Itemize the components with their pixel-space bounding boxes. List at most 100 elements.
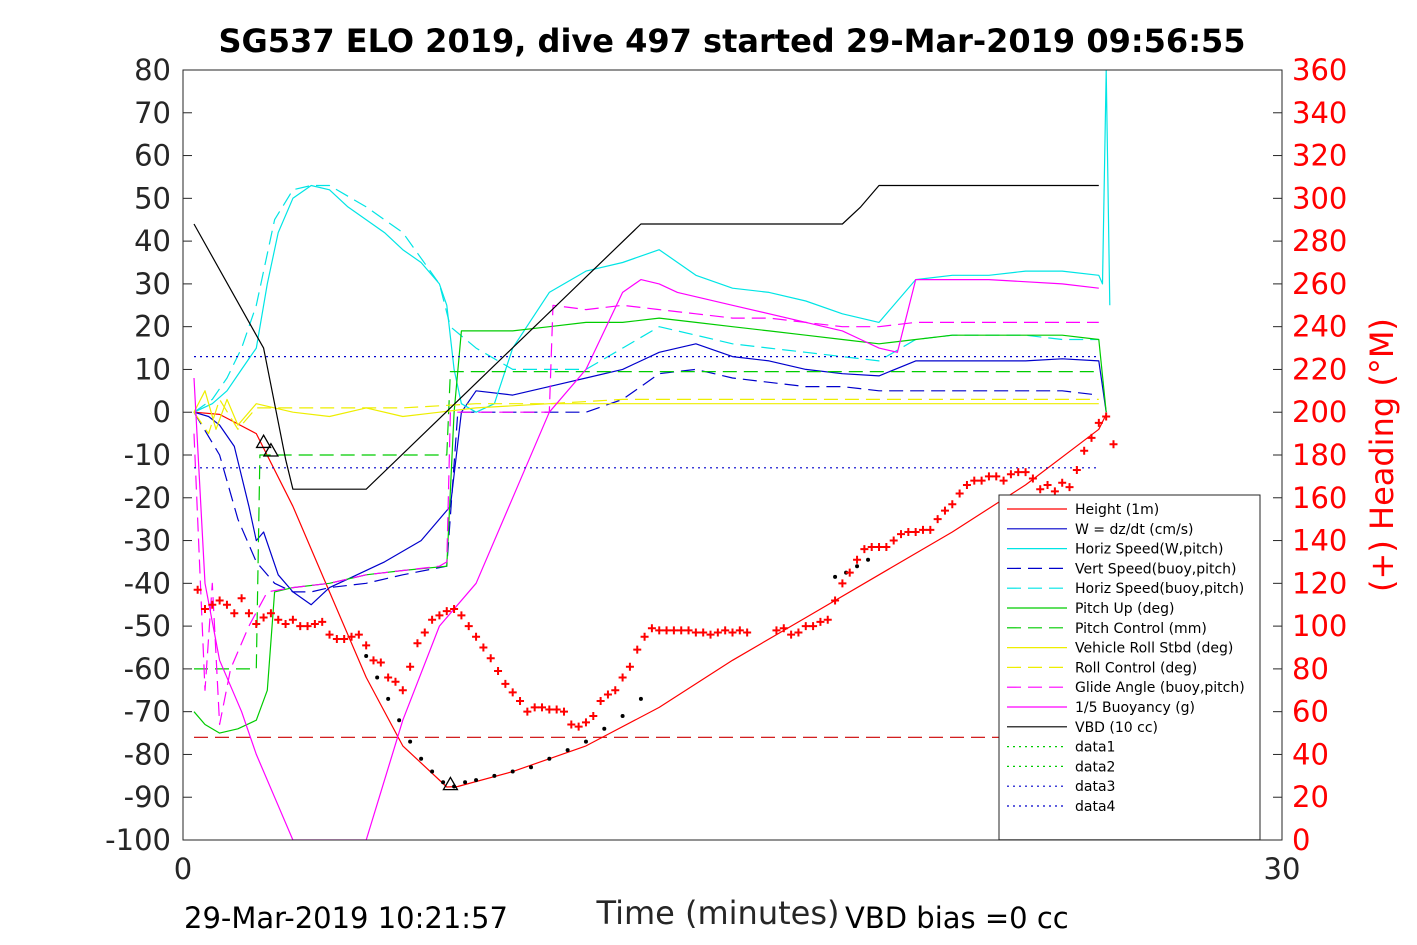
y2-tick-label: 160 — [1292, 481, 1347, 515]
depth-sample-point — [855, 564, 860, 569]
series-line-horiz-speed-buoy-pitch — [193, 184, 1099, 413]
legend-label: Vert Speed(buoy,pitch) — [1075, 561, 1237, 577]
y2-tick-label: 200 — [1292, 395, 1347, 429]
depth-sample-point — [430, 769, 435, 774]
heading-point — [743, 628, 752, 637]
heading-point — [574, 722, 583, 731]
heading-point — [230, 609, 239, 618]
depth-sample-point — [866, 557, 871, 562]
legend-label: Horiz Speed(buoy,pitch) — [1075, 581, 1244, 597]
heading-point — [662, 626, 671, 635]
heading-point — [266, 609, 275, 618]
depth-sample-point — [833, 574, 838, 579]
y2-tick-label: 40 — [1292, 737, 1329, 771]
chart-title: SG537 ELO 2019, dive 497 started 29-Mar-… — [218, 22, 1245, 60]
triangle-marker — [255, 433, 272, 449]
heading-point — [904, 528, 913, 536]
heading-point — [984, 472, 993, 481]
heading-point — [413, 639, 422, 648]
heading-point — [918, 525, 927, 534]
x-axis-label: Time (minutes) — [596, 894, 840, 932]
heading-point — [633, 645, 642, 654]
triangle-marker — [262, 442, 280, 457]
series-line-vehicle-roll-stbd-deg — [193, 390, 1099, 430]
legend-label: W = dz/dt (cm/s) — [1075, 522, 1194, 538]
heading-point — [1058, 478, 1067, 487]
y2-tick-label: 0 — [1292, 823, 1310, 857]
heading-point — [926, 525, 935, 534]
heading-point — [669, 626, 678, 635]
y-tick-label: 50 — [134, 181, 171, 215]
legend: Height (1m) W = dz/dt (cm/s) Horiz Speed(W… — [998, 494, 1261, 841]
legend-label: Pitch Up (deg) — [1075, 601, 1174, 617]
heading-point — [1021, 468, 1030, 477]
legend-label: data1 — [1075, 740, 1115, 756]
y-tick-label: -60 — [124, 652, 171, 686]
y2-axis-label: (+) Heading (°M) — [1363, 318, 1401, 592]
heading-point — [362, 641, 371, 650]
y-tick-label: 80 — [134, 53, 171, 87]
heading-point — [1094, 418, 1103, 427]
plot-frame — [182, 69, 1283, 841]
y-tick-label: 20 — [134, 310, 171, 344]
y2-tick-label: 100 — [1292, 609, 1347, 643]
heading-point — [406, 662, 415, 671]
heading-point — [831, 596, 840, 605]
heading-point — [508, 688, 517, 697]
heading-point — [552, 705, 561, 714]
heading-point — [882, 542, 891, 551]
legend-box — [998, 494, 1261, 841]
y-tick-label: -100 — [105, 823, 171, 857]
y-tick-label: 30 — [134, 267, 171, 301]
heading-point — [948, 500, 957, 509]
footer-timestamp: 29-Mar-2019 10:21:57 — [184, 901, 508, 935]
heading-point — [845, 568, 854, 577]
heading-point — [237, 594, 246, 603]
heading-point — [420, 628, 429, 637]
y2-tick-label: 220 — [1292, 352, 1347, 386]
y-tick-label: -90 — [124, 780, 171, 814]
y-tick-label: -30 — [124, 524, 171, 558]
y2-tick-label: 340 — [1292, 96, 1347, 130]
y2-tick-label: 140 — [1292, 524, 1347, 558]
heading-point — [897, 530, 906, 539]
y2-tick-label: 60 — [1292, 695, 1329, 729]
depth-sample-point — [565, 748, 570, 753]
heading-point — [274, 615, 283, 624]
heading-point — [603, 690, 612, 699]
series-line-roll-control-deg — [193, 398, 1099, 435]
heading-point — [244, 609, 253, 618]
depth-sample-point — [463, 780, 468, 785]
y2-tick-label: 180 — [1292, 438, 1347, 472]
heading-point — [567, 720, 576, 729]
legend-label: data3 — [1075, 779, 1115, 795]
heading-point — [772, 626, 781, 635]
y-tick-label: 10 — [134, 352, 171, 386]
heading-point — [801, 622, 810, 631]
heading-point — [647, 624, 656, 633]
series-line-w-dz-dt-cm-s — [193, 343, 1107, 606]
heading-point — [713, 628, 722, 637]
heading-point — [640, 632, 649, 641]
footer-vbd-bias: VBD bias =0 cc — [845, 901, 1069, 935]
heading-point — [501, 679, 510, 688]
y2-tick-label: 120 — [1292, 566, 1347, 600]
series-line-1-5-buoyancy-g — [193, 279, 1099, 840]
heading-point — [728, 628, 737, 637]
y-tick-label: -40 — [124, 566, 171, 600]
heading-point — [992, 472, 1001, 481]
heading-point — [435, 611, 444, 620]
y-tick-label: -70 — [124, 695, 171, 729]
heading-point — [1065, 483, 1074, 492]
heading-point — [369, 656, 378, 665]
legend-label: Pitch Control (mm) — [1075, 621, 1207, 637]
heading-point — [853, 555, 862, 564]
heading-point — [955, 489, 964, 498]
x-tick-label: 0 — [174, 852, 192, 886]
heading-point — [838, 579, 847, 588]
legend-label: data2 — [1075, 759, 1115, 775]
heading-point — [1102, 412, 1111, 421]
heading-point — [1050, 487, 1059, 496]
heading-point — [281, 619, 290, 628]
